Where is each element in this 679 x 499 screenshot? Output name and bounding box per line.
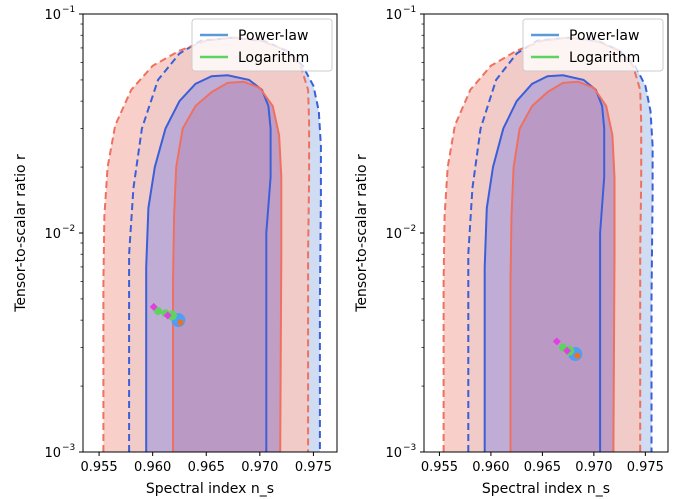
contour-fill-red-inner bbox=[173, 81, 282, 452]
data-point bbox=[177, 319, 184, 326]
x-tick-label: 0.965 bbox=[188, 460, 225, 475]
x-tick-label: 0.970 bbox=[575, 460, 612, 475]
data-point bbox=[154, 307, 163, 316]
contour-fill-red-inner bbox=[510, 81, 615, 452]
contour-line-red-inner bbox=[172, 80, 283, 452]
y-tick-exponent: −2 bbox=[403, 224, 416, 234]
x-tick-label: 0.965 bbox=[524, 460, 561, 475]
x-tick-label: 0.970 bbox=[241, 460, 278, 475]
y-tick-exponent: −3 bbox=[62, 443, 75, 453]
y-tick-label: 10 bbox=[385, 227, 402, 242]
y-tick-label: 10 bbox=[44, 446, 61, 461]
y-tick-exponent: −2 bbox=[62, 224, 75, 234]
x-tick-label: 0.955 bbox=[80, 460, 117, 475]
y-tick-label: 10 bbox=[44, 8, 61, 23]
contour-line-red-inner bbox=[509, 80, 616, 452]
plot-area bbox=[442, 36, 654, 452]
legend: Power-law Logarithm bbox=[191, 18, 333, 72]
y-tick-label: 10 bbox=[385, 8, 402, 23]
legend-label: Power-law bbox=[238, 28, 308, 44]
y-tick-exponent: −3 bbox=[403, 443, 416, 453]
x-axis-label: Spectral index n_s bbox=[482, 481, 610, 497]
data-point bbox=[563, 346, 572, 355]
contour-line-blue-inner bbox=[145, 74, 272, 452]
legend: Power-law Logarithm bbox=[522, 18, 664, 72]
y-tick-exponent: −1 bbox=[62, 5, 75, 15]
data-point bbox=[163, 311, 172, 320]
contour-line-blue-inner bbox=[483, 74, 606, 452]
x-tick-label: 0.960 bbox=[134, 460, 171, 475]
x-tick-label: 0.975 bbox=[295, 460, 332, 475]
x-axis-label: Spectral index n_s bbox=[146, 481, 274, 497]
plot-area bbox=[102, 36, 322, 452]
data-point bbox=[149, 302, 158, 311]
y-tick-label: 10 bbox=[44, 227, 61, 242]
y-tick-exponent: −1 bbox=[403, 5, 416, 15]
y-axis-label: Tensor-to-scalar ratio r bbox=[13, 154, 29, 313]
y-tick-label: 10 bbox=[385, 446, 402, 461]
data-point bbox=[552, 337, 561, 346]
legend-label: Logarithm bbox=[569, 50, 640, 66]
data-point bbox=[574, 352, 581, 359]
x-tick-label: 0.955 bbox=[421, 460, 458, 475]
legend-label: Logarithm bbox=[238, 50, 309, 66]
x-tick-label: 0.975 bbox=[627, 460, 664, 475]
y-axis-label: Tensor-to-scalar ratio r bbox=[354, 154, 370, 313]
legend-label: Power-law bbox=[569, 28, 639, 44]
contour-line-red-outer bbox=[102, 36, 311, 452]
x-tick-label: 0.960 bbox=[472, 460, 509, 475]
